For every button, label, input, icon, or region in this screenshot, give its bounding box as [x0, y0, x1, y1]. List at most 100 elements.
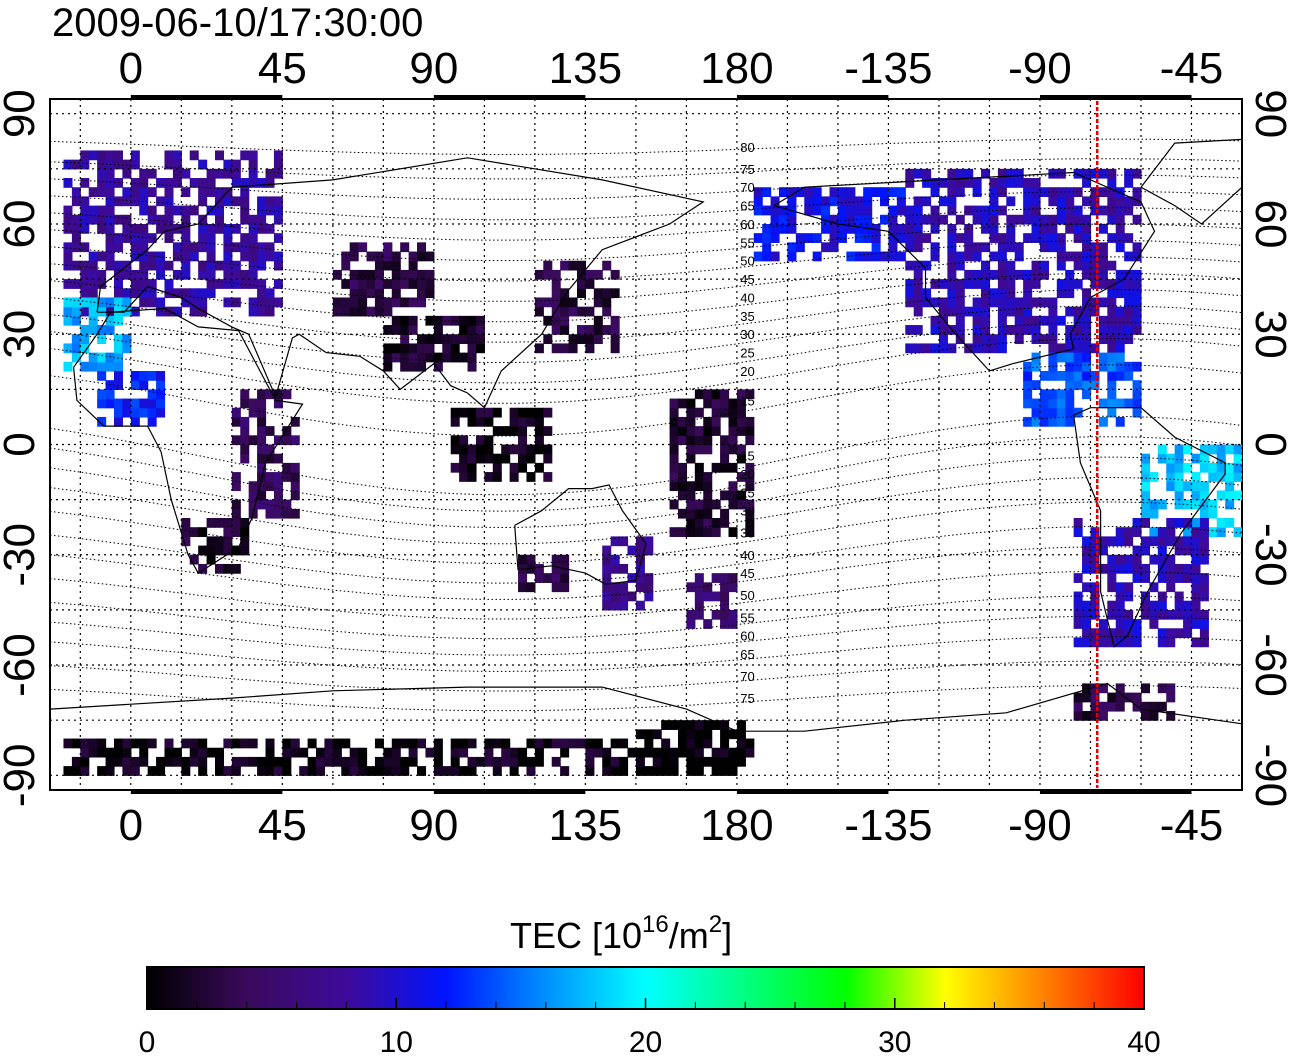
tec-cell [997, 168, 1007, 179]
tec-cell [938, 315, 948, 326]
tec-cell [223, 242, 233, 253]
tec-cell [745, 462, 755, 473]
tec-cell [484, 444, 494, 455]
tec-cell [669, 416, 679, 427]
tec-cell [1090, 527, 1100, 537]
tec-cell [147, 251, 157, 262]
tec-cell [113, 361, 123, 372]
tec-cell [736, 720, 746, 730]
tec-cell [888, 223, 898, 234]
tec-cell [837, 233, 847, 243]
tec-cell [1166, 472, 1176, 482]
tec-cell [63, 361, 73, 372]
tec-cell [1073, 187, 1083, 198]
tec-cell [686, 453, 696, 464]
tec-cell [770, 251, 780, 262]
tec-cell [1023, 196, 1033, 207]
tec-cell [871, 223, 881, 234]
tec-cell [467, 472, 477, 482]
contour-label: 40 [740, 290, 754, 305]
tec-cell [938, 334, 948, 345]
tec-cell [543, 472, 553, 482]
tec-cell [997, 251, 1007, 262]
tec-cell [189, 306, 199, 317]
tec-cell [938, 178, 948, 188]
tec-cell [450, 738, 460, 749]
tec-cell [459, 444, 469, 455]
tec-cell [425, 343, 435, 354]
tec-cell [223, 223, 233, 234]
tec-cell [1006, 269, 1016, 280]
tec-cell [459, 325, 469, 335]
tec-cell [383, 325, 393, 335]
tec-cell [905, 223, 915, 234]
tec-cell [290, 508, 300, 519]
tec-cell [1098, 710, 1108, 721]
tec-cell [804, 233, 814, 243]
tec-cell [997, 297, 1007, 308]
tec-cell [1006, 233, 1016, 243]
tec-cell [139, 187, 149, 198]
tec-cell [955, 325, 965, 335]
tec-cell [240, 279, 250, 289]
tec-cell [720, 490, 730, 501]
tec-cell [139, 242, 149, 253]
tec-cell [1031, 269, 1041, 280]
tec-cell [181, 536, 191, 547]
tec-cell [1124, 205, 1134, 216]
tec-cell [711, 720, 721, 730]
tec-cell [1115, 609, 1125, 620]
tec-cell [240, 214, 250, 225]
y-tick-label-right: -90 [1246, 744, 1292, 808]
tec-cell [105, 178, 115, 188]
tec-cell [711, 747, 721, 758]
tec-cell [762, 242, 772, 253]
tec-cell [1115, 416, 1125, 427]
tec-cell [164, 178, 174, 188]
tec-cell [408, 361, 418, 372]
tec-cell [198, 766, 208, 776]
tec-cell [408, 343, 418, 354]
tec-cell [417, 297, 427, 308]
y-tick-label-right: 90 [1246, 89, 1292, 138]
tec-cell [240, 444, 250, 455]
tec-cell [1124, 233, 1134, 243]
tec-cell [374, 288, 384, 299]
tec-cell [139, 370, 149, 381]
tec-cell [728, 609, 738, 620]
tec-cell [905, 279, 915, 289]
tec-cell [248, 279, 258, 289]
tec-cell [711, 573, 721, 583]
tec-cell [1132, 398, 1142, 409]
tec-cell [459, 435, 469, 446]
tec-cell [71, 306, 81, 317]
tec-cell [518, 756, 528, 767]
tec-cell [1073, 325, 1083, 335]
tec-cell [602, 766, 612, 776]
tec-cell [164, 747, 174, 758]
tec-cell [63, 242, 73, 253]
tec-cell [728, 444, 738, 455]
tec-cell [467, 453, 477, 464]
tec-cell [71, 159, 81, 170]
tec-cell [627, 591, 637, 602]
tec-cell [686, 426, 696, 436]
tec-cell [551, 288, 561, 299]
tec-cell [947, 205, 957, 216]
frame-bar-bottom [1039, 790, 1192, 794]
tec-cell [113, 398, 123, 409]
tec-cell [198, 196, 208, 207]
tec-cell [1216, 490, 1226, 501]
tec-cell [265, 453, 275, 464]
tec-cell [113, 279, 123, 289]
tec-cell [63, 178, 73, 188]
tec-cell [619, 591, 629, 602]
tec-cell [122, 766, 132, 776]
tec-cell [450, 315, 460, 326]
tec-cell [711, 416, 721, 427]
tec-cell [1191, 472, 1201, 482]
tec-cell [997, 205, 1007, 216]
tec-cell [1233, 472, 1242, 482]
tec-cell [787, 214, 797, 225]
contour-line [50, 305, 1242, 363]
